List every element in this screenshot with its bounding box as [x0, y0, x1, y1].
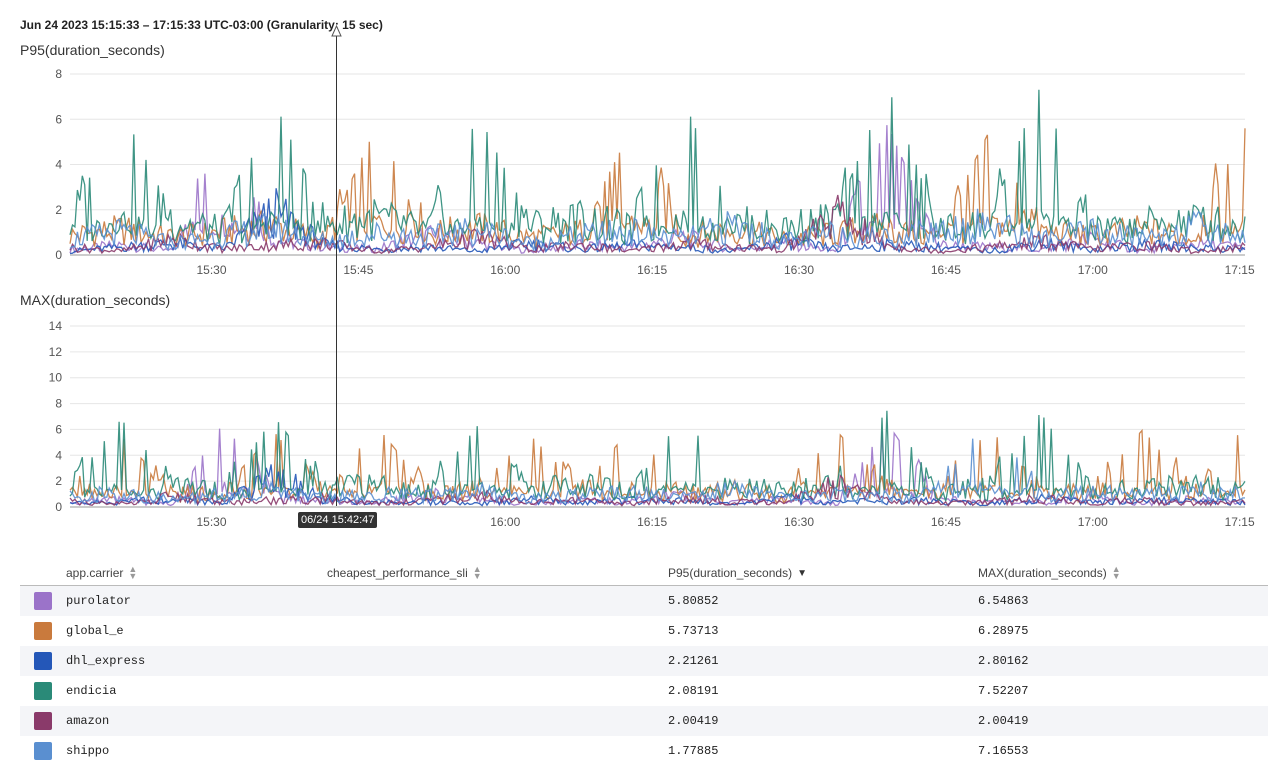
x-tick-label: 15:30	[196, 515, 226, 529]
x-tick-label: 16:45	[931, 263, 961, 277]
series-color-swatch[interactable]	[34, 682, 52, 700]
sli-cell	[327, 585, 668, 616]
p95-cell: 2.21261	[668, 646, 978, 676]
max-chart-title: MAX(duration_seconds)	[20, 292, 171, 308]
y-tick-label: 4	[55, 158, 62, 172]
y-tick-label: 12	[49, 345, 63, 359]
sli-cell	[327, 646, 668, 676]
swatch-cell	[20, 706, 66, 736]
max-cell: 7.16553	[978, 744, 1029, 758]
column-header-label: cheapest_performance_sli	[327, 565, 468, 580]
series-color-swatch[interactable]	[34, 622, 52, 640]
series-color-swatch[interactable]	[34, 712, 52, 730]
p95-cell: 1.77885	[668, 744, 719, 758]
y-tick-label: 10	[49, 371, 63, 385]
column-header-label: app.carrier	[66, 565, 124, 580]
carrier-cell: purolator	[66, 585, 327, 616]
x-tick-label: 16:00	[490, 515, 520, 529]
y-tick-label: 0	[55, 248, 62, 262]
x-tick-label: 16:30	[784, 263, 814, 277]
y-tick-label: 4	[55, 448, 62, 462]
p95-chart[interactable]: 0 2 4 6 8 15:30 15:45 16:00 16:15 16:30 16:45 17:00…	[0, 60, 1268, 285]
x-tick-label: 17:15	[1225, 263, 1255, 277]
series-line-shippo[interactable]	[69, 208, 1246, 252]
table-row[interactable]: global_e 5.73713 6.28975	[20, 616, 1268, 646]
y-tick-label: 2	[55, 474, 62, 488]
x-tick-label: 17:00	[1078, 515, 1108, 529]
column-header-p95[interactable]: P95(duration_seconds) ▼	[668, 561, 978, 586]
series-color-swatch[interactable]	[34, 742, 52, 760]
sli-cell	[327, 706, 668, 736]
swatch-cell	[20, 646, 66, 676]
sli-cell	[327, 676, 668, 706]
carrier-cell: amazon	[66, 706, 327, 736]
series-line-endicia[interactable]	[69, 410, 1246, 502]
carrier-cell: dhl_express	[66, 646, 327, 676]
table-row[interactable]: shippo 1.77885 7.16553	[20, 736, 1268, 766]
p95-cell: 2.00419	[668, 706, 978, 736]
sort-icon[interactable]: ▲ ▼	[472, 564, 482, 582]
x-tick-label: 17:15	[1225, 515, 1255, 529]
x-tick-label: 15:45	[343, 263, 373, 277]
legend-table: app.carrier ▲ ▼ cheapest_performance_sli ▲ ▼…	[20, 561, 1268, 766]
swatch-cell	[20, 616, 66, 646]
sort-icon[interactable]: ▲ ▼	[1111, 564, 1121, 582]
column-header-max[interactable]: MAX(duration_seconds) ▲ ▼	[978, 561, 1268, 586]
carrier-cell: global_e	[66, 624, 124, 638]
sli-cell	[327, 736, 668, 766]
max-cell: 2.00419	[978, 706, 1268, 736]
y-tick-label: 0	[55, 500, 62, 514]
time-range-title: Jun 24 2023 15:15:33 – 17:15:33 UTC-03:0…	[20, 18, 383, 32]
column-header-label: P95(duration_seconds)	[668, 566, 793, 580]
y-tick-label: 8	[55, 67, 62, 81]
p95-cell: 2.08191	[668, 684, 719, 698]
p95-cell: 5.80852	[668, 585, 978, 616]
y-tick-label: 6	[55, 422, 62, 436]
x-tick-label: 16:45	[931, 515, 961, 529]
series-line-amazon[interactable]	[69, 194, 1246, 255]
max-cell: 7.52207	[978, 684, 1029, 698]
x-tick-label: 17:00	[1078, 263, 1108, 277]
carrier-cell: endicia	[66, 684, 117, 698]
series-line-endicia[interactable]	[69, 89, 1246, 246]
carrier-cell: shippo	[66, 744, 110, 758]
sort-desc-icon[interactable]: ▼	[797, 568, 807, 580]
sli-cell	[327, 616, 668, 646]
series-color-swatch[interactable]	[34, 592, 52, 610]
column-header-label: MAX(duration_seconds)	[978, 565, 1107, 580]
swatch-cell	[20, 676, 66, 706]
cursor-time-label: 06/24 15:42:47	[298, 512, 378, 528]
y-tick-label: 6	[55, 112, 62, 126]
max-cell: 6.28975	[978, 624, 1029, 638]
max-cell: 2.80162	[978, 646, 1268, 676]
sort-icon[interactable]: ▲ ▼	[128, 564, 138, 582]
column-header-sli[interactable]: cheapest_performance_sli ▲ ▼	[327, 561, 668, 586]
swatch-cell	[20, 585, 66, 616]
x-tick-label: 16:15	[637, 515, 667, 529]
table-row[interactable]: endicia 2.08191 7.52207	[20, 676, 1268, 706]
series-line-amazon[interactable]	[69, 474, 1246, 507]
p95-chart-title: P95(duration_seconds)	[20, 42, 165, 58]
series-color-swatch[interactable]	[34, 652, 52, 670]
series-line-shippo[interactable]	[69, 438, 1246, 506]
swatch-cell	[20, 736, 66, 766]
x-tick-label: 16:15	[637, 263, 667, 277]
y-tick-label: 8	[55, 397, 62, 411]
max-chart[interactable]: 0246810121415:3015:4516:0016:1516:3016:4…	[0, 312, 1268, 537]
max-cell: 6.54863	[978, 585, 1268, 616]
y-tick-label: 2	[55, 203, 62, 217]
table-row[interactable]: purolator 5.80852 6.54863	[20, 585, 1268, 616]
swatch-header	[20, 561, 66, 586]
column-header-carrier[interactable]: app.carrier ▲ ▼	[66, 561, 327, 586]
table-row[interactable]: amazon 2.00419 2.00419	[20, 706, 1268, 736]
x-tick-label: 16:00	[490, 263, 520, 277]
x-tick-label: 16:30	[784, 515, 814, 529]
table-row[interactable]: dhl_express 2.21261 2.80162	[20, 646, 1268, 676]
p95-cell: 5.73713	[668, 624, 719, 638]
y-tick-label: 14	[49, 319, 63, 333]
x-tick-label: 15:30	[196, 263, 226, 277]
